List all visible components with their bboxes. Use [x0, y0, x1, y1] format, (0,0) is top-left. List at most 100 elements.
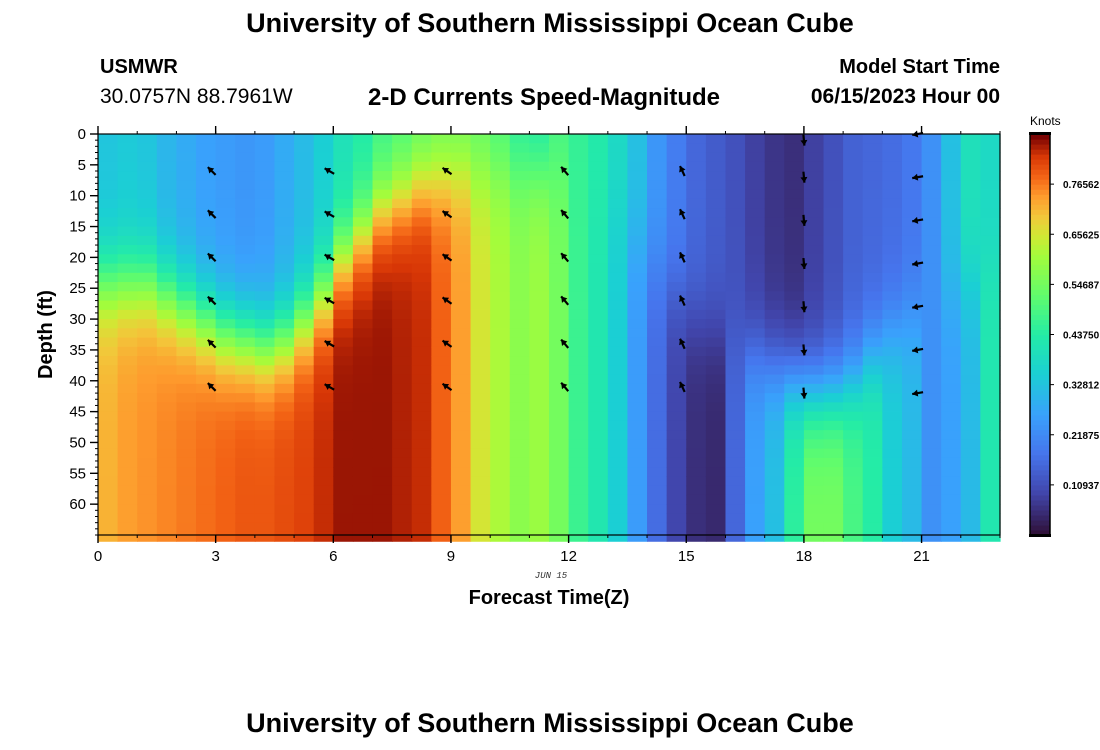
heatmap-cell	[490, 504, 511, 514]
heatmap-cell	[529, 217, 550, 228]
heatmap-cell	[941, 291, 962, 302]
heatmap-cell	[980, 365, 1001, 376]
heatmap-cell	[784, 365, 805, 376]
heatmap-cell	[431, 217, 452, 228]
heatmap-cell	[235, 374, 256, 385]
heatmap-cell	[117, 485, 138, 496]
heatmap-cell	[568, 300, 589, 311]
heatmap-cell	[254, 171, 276, 181]
heatmap-cell	[254, 430, 276, 440]
heatmap-cell	[823, 467, 844, 477]
heatmap-cell	[882, 198, 903, 209]
heatmap-cell	[862, 134, 883, 144]
heatmap-cell	[941, 161, 962, 172]
heatmap-cell	[235, 143, 256, 154]
heatmap-cell	[607, 504, 629, 514]
heatmap-cell	[431, 513, 452, 524]
heatmap-cell	[666, 504, 687, 514]
heatmap-cell	[921, 420, 942, 431]
heatmap-cell	[549, 504, 570, 514]
heatmap-cell	[921, 300, 942, 311]
heatmap-cell	[549, 319, 570, 329]
heatmap-cell	[862, 504, 883, 514]
heatmap-cell	[529, 282, 550, 292]
heatmap-cell	[607, 171, 629, 181]
heatmap-cell	[254, 494, 276, 505]
heatmap-cell	[960, 245, 981, 255]
heatmap-cell	[568, 467, 589, 477]
heatmap-cell	[686, 198, 707, 209]
heatmap-cell	[470, 522, 491, 533]
heatmap-cell	[176, 448, 197, 459]
heatmap-cell	[627, 467, 648, 477]
heatmap-cell	[686, 152, 707, 163]
y-tick-label: 25	[69, 280, 86, 297]
heatmap-cell	[98, 161, 119, 172]
heatmap-cell	[235, 180, 256, 191]
heatmap-cell	[333, 522, 354, 533]
heatmap-cell	[647, 189, 668, 200]
heatmap-cell	[98, 420, 119, 431]
heatmap-cell	[705, 402, 727, 413]
heatmap-cell	[137, 494, 158, 505]
heatmap-cell	[392, 494, 413, 505]
heatmap-cell	[509, 263, 530, 274]
heatmap-cell	[941, 430, 962, 440]
heatmap-cell	[196, 143, 217, 154]
heatmap-cell	[980, 337, 1001, 348]
chart-title: 2-D Currents Speed-Magnitude	[368, 84, 721, 111]
heatmap-cell	[980, 439, 1001, 450]
heatmap-cell	[607, 402, 629, 413]
heatmap-cell	[960, 328, 981, 339]
heatmap-cell	[588, 476, 609, 487]
heatmap-cell	[784, 374, 805, 385]
heatmap-cell	[921, 226, 942, 237]
heatmap-cell	[784, 208, 805, 218]
heatmap-cell	[411, 208, 432, 218]
heatmap-cell	[647, 393, 668, 403]
heatmap-cell	[313, 374, 334, 385]
heatmap-cell	[607, 467, 629, 477]
heatmap-cell	[568, 235, 589, 246]
heatmap-cell	[470, 504, 491, 514]
heatmap-cell	[882, 282, 903, 292]
heatmap-cell	[176, 430, 197, 440]
heatmap-cell	[725, 365, 746, 376]
heatmap-cell	[862, 328, 883, 339]
heatmap-cell	[470, 235, 491, 246]
heatmap-cell	[176, 485, 197, 496]
heatmap-cell	[647, 300, 668, 311]
heatmap-cell	[627, 263, 648, 274]
heatmap-cell	[666, 189, 687, 200]
heatmap-cell	[470, 245, 491, 255]
heatmap-cell	[882, 457, 903, 468]
heatmap-cell	[352, 161, 374, 172]
heatmap-cell	[705, 513, 727, 524]
heatmap-cell	[215, 328, 236, 339]
heatmap-cell	[470, 291, 491, 302]
heatmap-cell	[450, 374, 472, 385]
heatmap-cell	[901, 393, 923, 403]
heatmap-cell	[450, 291, 472, 302]
heatmap-cell	[882, 152, 903, 163]
heatmap-cell	[215, 171, 236, 181]
heatmap-cells	[98, 134, 1001, 542]
heatmap-cell	[490, 430, 511, 440]
heatmap-cell	[509, 282, 530, 292]
heatmap-cell	[490, 134, 511, 144]
heatmap-cell	[901, 356, 923, 366]
heatmap-cell	[568, 522, 589, 533]
heatmap-cell	[843, 300, 864, 311]
heatmap-cell	[568, 531, 589, 542]
heatmap-cell	[843, 448, 864, 459]
heatmap-cell	[411, 374, 432, 385]
heatmap-cell	[666, 180, 687, 191]
heatmap-cell	[843, 504, 864, 514]
heatmap-cell	[921, 365, 942, 376]
heatmap-cell	[823, 448, 844, 459]
heatmap-cell	[176, 531, 197, 542]
heatmap-cell	[156, 226, 178, 237]
heatmap-cell	[627, 522, 648, 533]
heatmap-cell	[470, 448, 491, 459]
heatmap-cell	[901, 365, 923, 376]
